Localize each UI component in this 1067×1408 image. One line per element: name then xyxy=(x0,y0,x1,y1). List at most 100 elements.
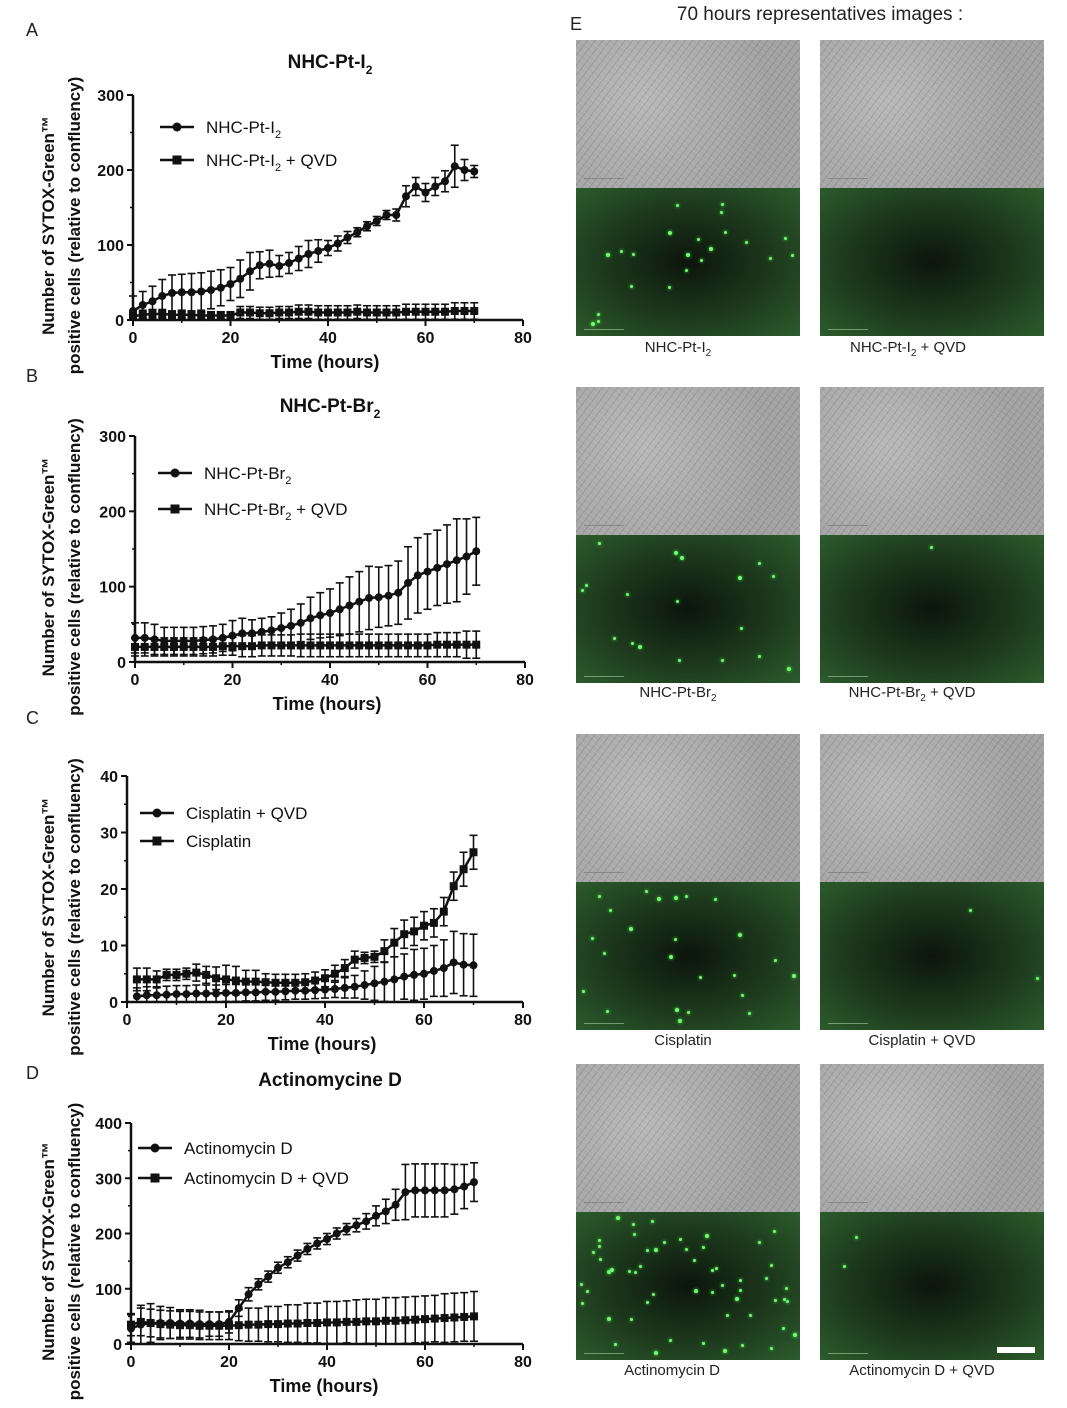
fluorescent-cell xyxy=(607,1270,611,1274)
data-point xyxy=(236,308,245,317)
data-point xyxy=(401,1316,410,1325)
legend-marker xyxy=(172,155,182,165)
fluorescent-cell xyxy=(774,1299,777,1302)
y-tick-label: 100 xyxy=(99,580,126,597)
legend-marker xyxy=(152,808,162,818)
x-tick-label: 0 xyxy=(129,330,138,347)
fluorescent-cell xyxy=(791,254,794,257)
fluorescent-cell xyxy=(603,952,606,955)
data-point xyxy=(390,938,399,947)
fluorescent-cell xyxy=(711,1269,714,1272)
data-point xyxy=(148,310,157,318)
data-point xyxy=(294,254,303,263)
fluorescent-cell xyxy=(654,1248,658,1252)
fluorescent-cell xyxy=(855,1236,858,1239)
data-point xyxy=(287,621,295,630)
data-point xyxy=(410,970,419,979)
y-axis-label-line1: Number of SYTOX-Green™ xyxy=(39,1142,58,1361)
data-point xyxy=(304,307,313,316)
fluorescent-cell xyxy=(591,937,594,940)
data-point xyxy=(324,244,332,252)
data-point xyxy=(205,1321,214,1330)
data-point xyxy=(365,593,373,602)
data-point xyxy=(293,1319,302,1328)
legend-marker xyxy=(152,836,162,846)
panel-letter-e: E xyxy=(570,14,583,34)
data-point xyxy=(381,1316,390,1325)
data-point xyxy=(142,975,151,984)
data-point xyxy=(189,642,198,651)
data-point xyxy=(421,1315,429,1324)
x-tick-label: 80 xyxy=(514,1354,532,1371)
fluorescent-cell xyxy=(733,974,736,977)
fluorescent-cell xyxy=(726,1314,729,1317)
fluorescent-cell xyxy=(631,642,634,645)
y-tick-label: 200 xyxy=(99,504,126,521)
data-point xyxy=(363,308,371,317)
fluorescent-cell xyxy=(758,655,761,658)
data-point xyxy=(195,1321,204,1330)
data-point xyxy=(411,1315,420,1324)
fluorescent-cell xyxy=(632,1223,635,1226)
data-point xyxy=(449,958,458,967)
data-point xyxy=(274,1263,282,1272)
data-point xyxy=(234,1321,243,1330)
caption-row1-right: NHC-Pt-I2 + QVD xyxy=(850,339,966,359)
fluorescent-cell xyxy=(748,1012,751,1015)
fluorescent-cell xyxy=(616,1216,620,1220)
data-point xyxy=(381,1207,390,1216)
data-point xyxy=(459,865,468,874)
data-point xyxy=(187,310,196,319)
data-point xyxy=(433,563,442,572)
data-point xyxy=(316,611,325,620)
fluorescent-cell xyxy=(654,1351,658,1355)
fluorescent-cell xyxy=(632,253,635,256)
data-point xyxy=(177,288,186,297)
data-point xyxy=(470,307,479,315)
fluorescent-cell xyxy=(586,1290,589,1293)
fluorescent-cell xyxy=(765,1277,768,1280)
data-point xyxy=(176,1321,184,1330)
data-point xyxy=(372,1317,380,1326)
data-point xyxy=(460,166,469,174)
data-point xyxy=(158,310,167,318)
data-point xyxy=(192,989,201,998)
data-point xyxy=(257,627,266,636)
panel-letter-d: D xyxy=(26,1063,39,1083)
data-point xyxy=(202,989,211,998)
chart-title: Actinomycine D xyxy=(258,1070,402,1091)
x-tick-label: 20 xyxy=(224,672,242,689)
fluorescent-cell xyxy=(784,237,787,240)
fluorescent-cell xyxy=(721,203,724,206)
data-point xyxy=(264,1320,273,1329)
data-point xyxy=(142,991,151,1000)
data-point xyxy=(323,1318,331,1327)
fluorescent-cell xyxy=(629,927,633,931)
data-point xyxy=(275,308,284,317)
data-point xyxy=(350,955,359,964)
chart-title: NHC-Pt-I2 xyxy=(288,52,373,77)
legend-label: Cisplatin + QVD xyxy=(186,804,307,823)
chart-4: 0 20 40 60 80 0 100 200 300 400 Time (hours) Number… xyxy=(39,1070,532,1400)
data-point xyxy=(460,307,469,315)
data-point xyxy=(340,983,349,992)
micrograph-row1-right xyxy=(820,40,1044,336)
data-point xyxy=(265,309,274,318)
data-point xyxy=(291,978,300,987)
fluorescent-cell xyxy=(769,257,772,260)
data-point xyxy=(449,882,458,891)
fluorescent-cell xyxy=(607,1317,611,1321)
caption-row2-left: NHC-Pt-Br2 xyxy=(639,684,717,704)
y-axis-label-line2: positive cells (relative to confluency) xyxy=(65,1103,84,1401)
data-point xyxy=(199,642,208,651)
fluorescent-cell xyxy=(598,542,601,545)
y-tick-label: 100 xyxy=(97,238,124,255)
data-point xyxy=(172,970,181,979)
data-point xyxy=(277,624,286,633)
data-point xyxy=(218,642,227,651)
data-point xyxy=(281,978,290,987)
fluorescent-cell xyxy=(591,322,595,326)
fluorescent-cell xyxy=(843,1265,846,1268)
data-point xyxy=(261,978,270,987)
